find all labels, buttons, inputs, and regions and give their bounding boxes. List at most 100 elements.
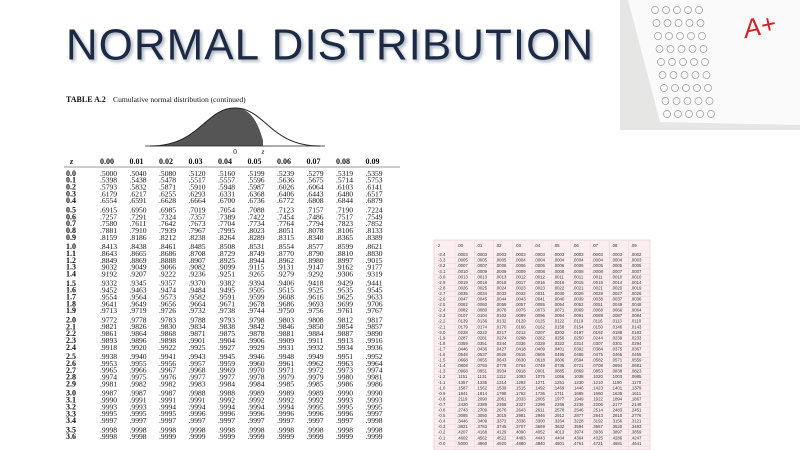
table-cell: .9798 xyxy=(248,315,265,324)
table-cell: .0158 xyxy=(554,324,565,329)
table-cell: .7324 xyxy=(159,212,176,221)
table-cell: .9251 xyxy=(218,269,235,278)
row-label: 0.1 xyxy=(66,176,76,185)
row-label: -2.7 xyxy=(438,291,446,296)
table-cell: .6064 xyxy=(307,182,324,191)
table-cell: .0018 xyxy=(476,280,487,285)
table-cell: .1271 xyxy=(534,380,545,385)
table-cell: .1075 xyxy=(534,374,545,379)
table-cell: .3192 xyxy=(592,419,603,424)
table-cell: .0516 xyxy=(515,352,526,357)
table-cell: .9981 xyxy=(366,373,383,382)
row-label: 0.0 xyxy=(66,169,76,178)
table-cell: .7939 xyxy=(159,226,176,235)
table-cell: .3707 xyxy=(515,424,526,429)
table-cell: .9207 xyxy=(130,269,147,278)
table-cell: .9993 xyxy=(336,396,353,405)
table-cell: .1131 xyxy=(476,374,487,379)
table-cell: .9969 xyxy=(218,366,235,375)
row-label: 1.0 xyxy=(66,242,76,251)
table-cell: .9994 xyxy=(159,402,176,411)
table-cell: .0392 xyxy=(573,346,584,351)
table-cell: .0007 xyxy=(631,269,642,274)
table-cell: .9738 xyxy=(218,306,235,315)
table-cell: .8665 xyxy=(130,249,147,258)
answer-bubble xyxy=(674,19,683,27)
table-cell: .0078 xyxy=(496,308,507,313)
table-cell: .0192 xyxy=(592,330,603,335)
table-cell: .9881 xyxy=(277,329,294,338)
table-cell: .0764 xyxy=(515,363,526,368)
table-cell: .2743 xyxy=(457,408,468,413)
table-cell: .0027 xyxy=(611,291,622,296)
table-cell: .9082 xyxy=(189,263,206,272)
table-cell: .9952 xyxy=(366,352,383,361)
table-cell: .5000 xyxy=(100,169,117,178)
table-cell: .9997 xyxy=(307,416,324,425)
table-cell: .8315 xyxy=(277,233,294,242)
table-cell: .0582 xyxy=(592,358,603,363)
table-cell: .5239 xyxy=(277,169,294,178)
table-cell: .9948 xyxy=(277,352,294,361)
table-cell: .0418 xyxy=(515,346,526,351)
table-cell: .9162 xyxy=(336,263,353,272)
table-cell: .3409 xyxy=(476,419,487,424)
table-cell: .0281 xyxy=(476,335,487,340)
table-cell: .8962 xyxy=(277,256,294,265)
table-cell: .9817 xyxy=(366,315,383,324)
table-cell: .9955 xyxy=(130,359,147,368)
table-cell: .9990 xyxy=(336,389,353,398)
table-cell: .6103 xyxy=(336,182,353,191)
table-cell: .2514 xyxy=(592,408,603,413)
answer-bubble xyxy=(684,6,692,14)
row-label: -3.4 xyxy=(438,252,446,257)
table-cell: .0005 xyxy=(611,263,622,268)
table-cell: .5279 xyxy=(307,169,324,178)
table-cell: .0009 xyxy=(496,269,507,274)
table-cell: .0060 xyxy=(476,302,487,307)
row-label: 1.7 xyxy=(66,292,76,301)
table-cell: .0006 xyxy=(534,263,545,268)
table-cell: .9997 xyxy=(336,416,353,425)
table-cell: .9995 xyxy=(336,402,353,411)
table-cell: .9983 xyxy=(189,379,206,388)
table-cell: .0014 xyxy=(611,280,622,285)
table-cell: .0571 xyxy=(611,358,622,363)
table-cell: .0012 xyxy=(515,274,526,279)
table-cell: .0034 xyxy=(476,291,487,296)
table-cell: .5714 xyxy=(336,176,353,185)
table-cell: .6628 xyxy=(159,196,176,205)
table-cell: .0037 xyxy=(611,297,622,302)
table-cell: .0005 xyxy=(631,263,642,268)
table-cell: .0055 xyxy=(534,302,545,307)
table-cell: .1056 xyxy=(554,374,565,379)
table-cell: .9192 xyxy=(100,269,117,278)
row-label: -1.3 xyxy=(438,369,446,374)
table-cell: .4801 xyxy=(554,441,565,446)
table-cell: .5753 xyxy=(366,176,383,185)
table-cell: .0006 xyxy=(554,263,565,268)
table-cell: .0233 xyxy=(631,335,642,340)
table-cell: .9678 xyxy=(248,299,265,308)
table-cell: .0351 xyxy=(476,341,487,346)
table-cell: .9995 xyxy=(159,409,176,418)
table-cell: .6915 xyxy=(100,205,117,214)
table-cell: .0004 xyxy=(515,258,526,263)
table-cell: .0041 xyxy=(534,297,545,302)
table-cell: .6141 xyxy=(366,182,383,191)
row-label: -3.2 xyxy=(438,263,446,268)
table-cell: .6808 xyxy=(307,196,324,205)
table-cell: .8686 xyxy=(159,249,176,258)
table-cell: .4168 xyxy=(476,430,487,435)
table-cell: .5987 xyxy=(248,182,265,191)
table-cell: .9671 xyxy=(218,299,235,308)
table-cell: .2236 xyxy=(573,402,584,407)
table-cell: .9999 xyxy=(277,432,294,441)
table-cell: .4286 xyxy=(611,435,622,440)
table-cell: .0021 xyxy=(592,285,603,290)
table-cell: .2709 xyxy=(476,408,487,413)
table-cell: .9573 xyxy=(159,292,176,301)
table-cell: .1093 xyxy=(515,374,526,379)
table-cell: .9545 xyxy=(366,286,383,295)
table-cell: .0735 xyxy=(554,363,565,368)
